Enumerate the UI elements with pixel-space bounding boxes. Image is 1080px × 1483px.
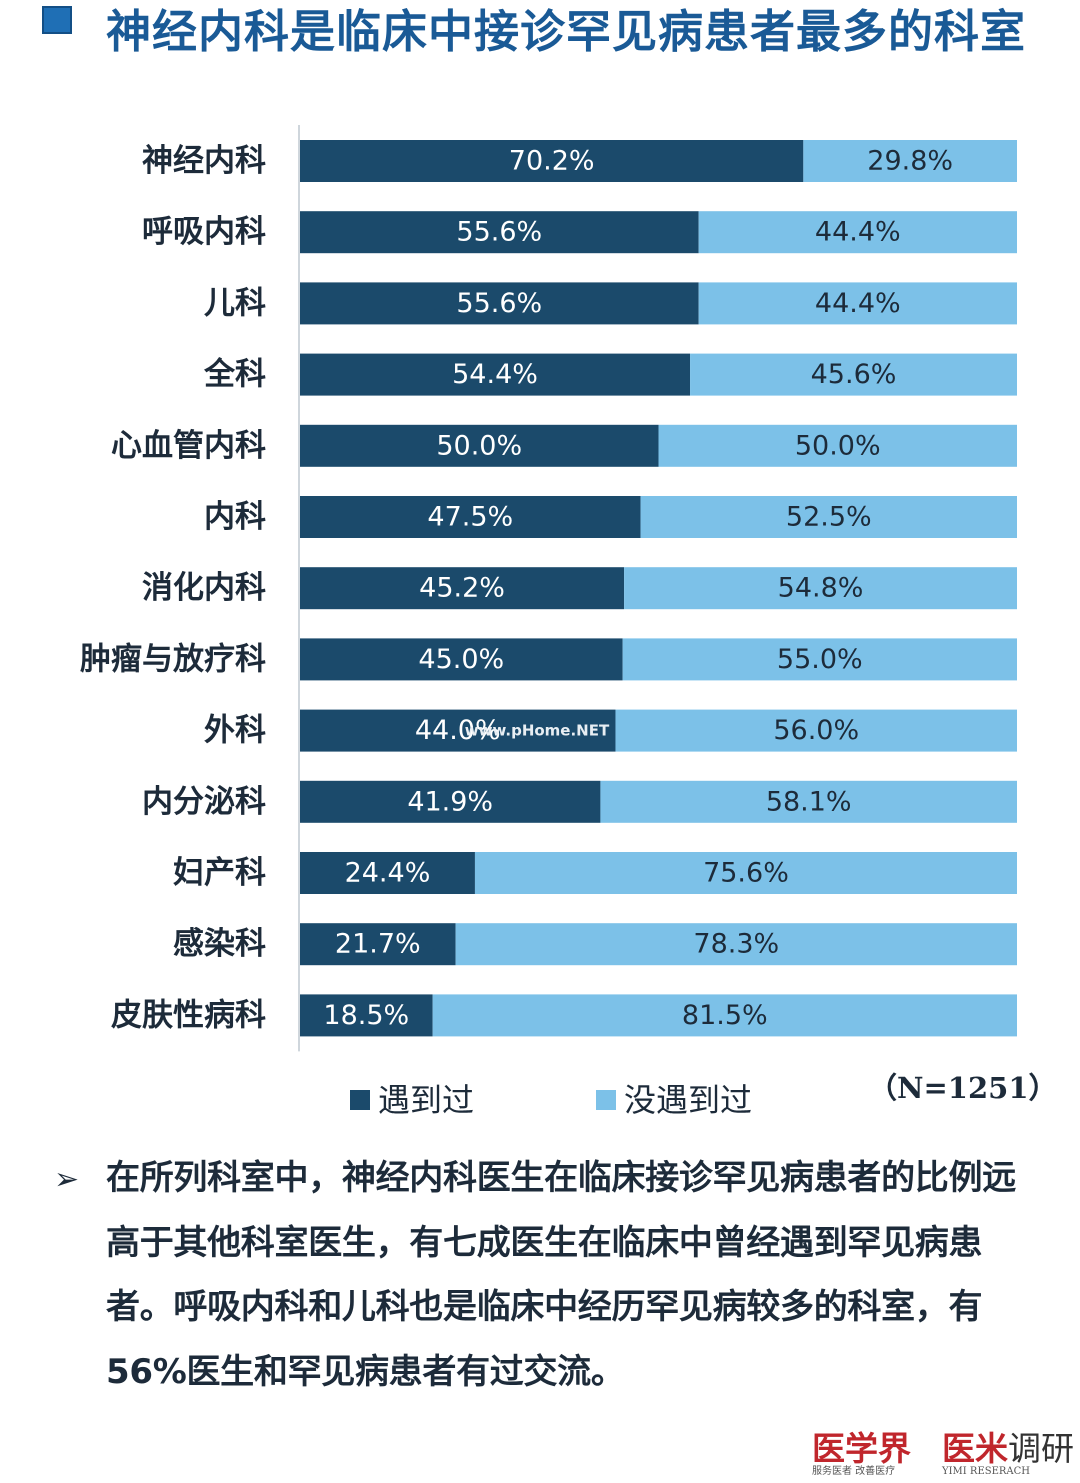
data-label-not-seen: 55.0% xyxy=(777,644,863,675)
stacked-bar-chart: 神经内科 70.2% 29.8% 呼吸内科 55.6% 44.4% 儿科 55.6% 44.4%… xyxy=(80,125,1017,1052)
bar-seen xyxy=(300,994,433,1037)
bar-seen xyxy=(300,353,691,396)
category-label: 消化内科 xyxy=(142,570,266,606)
data-label-seen: 18.5% xyxy=(323,1000,409,1031)
logo-yimi-research: 医米调研 YIMI RESERACH xyxy=(942,1432,1074,1480)
logo-yixuejie: 医学界 服务医者 改善医疗 xyxy=(812,1432,911,1480)
data-label-seen: 21.7% xyxy=(335,929,421,960)
bar-seen xyxy=(300,709,616,752)
data-label-seen: 45.0% xyxy=(418,644,504,675)
legend-seen-label: 遇到过 xyxy=(378,1081,475,1119)
bar-seen xyxy=(300,638,623,681)
category-label: 感染科 xyxy=(173,926,266,962)
data-label-not-seen: 75.6% xyxy=(703,858,789,889)
bar-not-seen xyxy=(698,211,1017,254)
data-label-not-seen: 44.4% xyxy=(815,288,901,319)
bar-not-seen xyxy=(622,638,1017,681)
data-label-not-seen: 54.8% xyxy=(778,573,864,604)
bar-seen xyxy=(300,282,699,325)
bullet-arrow-icon: ➢ xyxy=(54,1162,80,1197)
category-label: 肿瘤与放疗科 xyxy=(80,641,266,677)
logo-yimi-tagline: YIMI RESERACH xyxy=(942,1466,1031,1477)
bar-seen xyxy=(300,140,804,182)
data-label-seen: 41.9% xyxy=(407,786,493,817)
page-title: 神经内科是临床中接诊罕见病患者最多的科室 xyxy=(106,5,1027,58)
category-label: 心血管内科 xyxy=(111,428,266,464)
bar-not-seen xyxy=(640,496,1017,538)
data-label-not-seen: 81.5% xyxy=(682,1000,768,1031)
legend-not-seen-label: 没遇到过 xyxy=(624,1081,753,1119)
data-label-seen: 47.5% xyxy=(427,502,513,533)
bar-seen xyxy=(300,211,699,254)
summary-text: 在所列科室中，神经内科医生在临床接诊罕见病患者的比例远高于其他科室医生，有七成医… xyxy=(106,1158,1016,1392)
bar-not-seen xyxy=(600,780,1017,823)
data-label-not-seen: 52.5% xyxy=(786,502,872,533)
data-label-not-seen: 29.8% xyxy=(867,146,953,177)
data-label-seen: 50.0% xyxy=(436,430,522,461)
legend-seen-swatch xyxy=(350,1090,370,1110)
bar-not-seen xyxy=(803,140,1017,182)
data-label-seen: 55.6% xyxy=(456,288,542,319)
bar-seen xyxy=(300,567,625,610)
data-label-not-seen: 78.3% xyxy=(693,929,779,960)
bar-seen xyxy=(300,780,601,823)
logo-yimi-part1: 医米 xyxy=(942,1429,1008,1468)
category-label: 内科 xyxy=(204,499,266,535)
data-label-not-seen: 58.1% xyxy=(766,786,852,817)
sample-size: （N=1251） xyxy=(868,1071,1058,1105)
bar-not-seen xyxy=(690,353,1017,396)
legend-seen: 遇到过 xyxy=(350,1080,474,1120)
data-label-not-seen: 50.0% xyxy=(795,430,881,461)
category-label: 外科 xyxy=(204,713,266,749)
logo-yixuejie-tagline: 服务医者 改善医疗 xyxy=(812,1466,896,1477)
legend-not-seen-swatch xyxy=(596,1090,616,1110)
bar-not-seen xyxy=(455,923,1017,966)
bar-not-seen xyxy=(698,282,1017,325)
data-label-not-seen: 44.4% xyxy=(815,217,901,248)
logo-yimi-part2: 调研 xyxy=(1008,1429,1074,1468)
data-label-seen: 54.4% xyxy=(452,359,538,390)
watermark: www.pHome.NET xyxy=(465,722,610,740)
category-label: 皮肤性病科 xyxy=(111,997,266,1033)
data-label-not-seen: 45.6% xyxy=(811,359,897,390)
data-label-seen: 70.2% xyxy=(509,146,595,177)
bar-not-seen xyxy=(615,709,1017,752)
bar-seen xyxy=(300,424,659,467)
bar-not-seen xyxy=(432,994,1017,1037)
bar-seen xyxy=(300,923,456,966)
data-label-seen: 44.0% xyxy=(415,715,501,746)
legend-not-seen: 没遇到过 xyxy=(596,1080,752,1120)
category-label: 儿科 xyxy=(204,285,266,321)
data-label-seen: 24.4% xyxy=(345,858,431,889)
category-label: 全科 xyxy=(203,357,266,393)
bar-not-seen xyxy=(658,424,1017,467)
bar-not-seen xyxy=(624,567,1017,610)
bar-seen xyxy=(300,496,641,538)
data-label-seen: 55.6% xyxy=(456,217,542,248)
category-label: 内分泌科 xyxy=(142,784,266,820)
bar-seen xyxy=(300,852,475,894)
category-label: 神经内科 xyxy=(142,143,266,179)
bar-not-seen xyxy=(474,852,1017,894)
data-label-not-seen: 56.0% xyxy=(773,715,859,746)
category-label: 妇产科 xyxy=(173,855,266,891)
data-label-seen: 45.2% xyxy=(419,573,505,604)
logo-yixuejie-name: 医学界 xyxy=(812,1429,911,1468)
title-square-icon xyxy=(42,6,72,34)
category-label: 呼吸内科 xyxy=(142,214,266,250)
